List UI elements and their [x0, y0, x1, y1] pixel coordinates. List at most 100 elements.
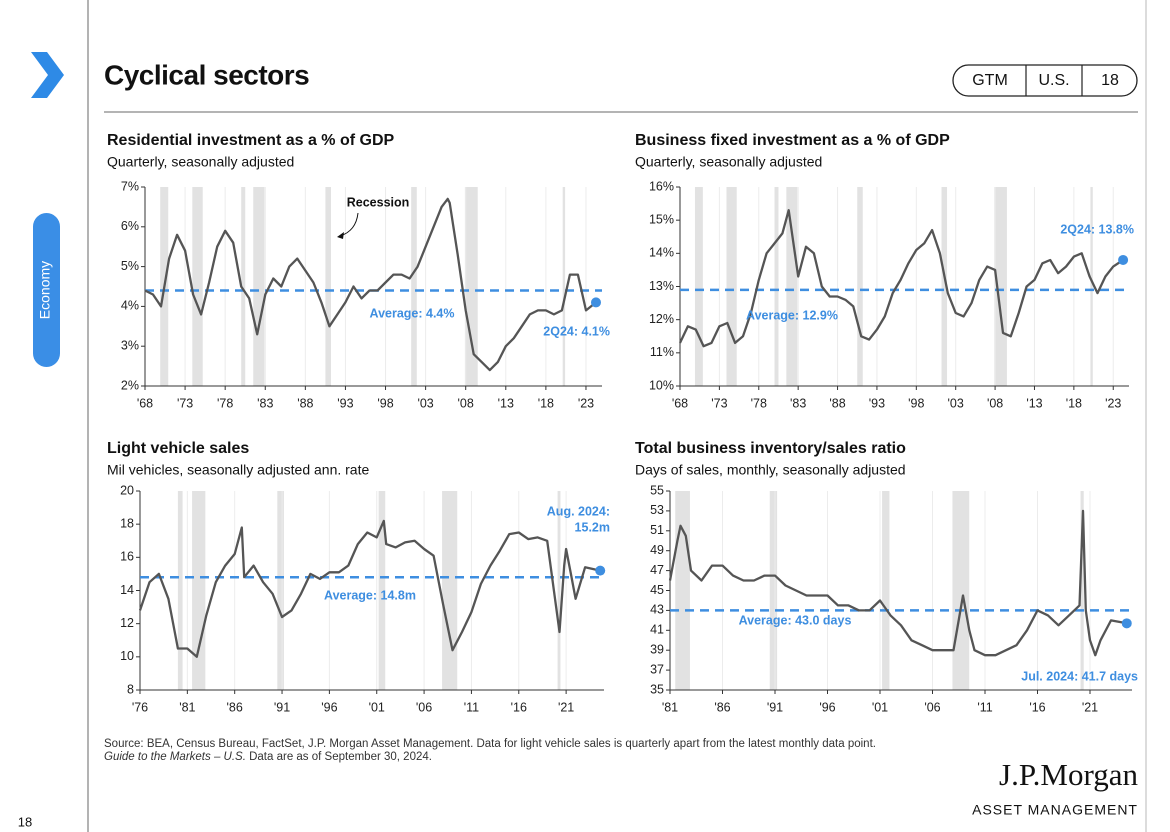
chevron-icon: [31, 52, 64, 98]
x-tick-label: '08: [987, 396, 1003, 410]
x-tick-label: '23: [578, 396, 594, 410]
recession-arrow: [339, 212, 359, 237]
recession-band: [675, 491, 690, 690]
x-tick-label: '93: [869, 396, 885, 410]
recession-band: [882, 491, 890, 690]
badge: 18: [1101, 72, 1119, 89]
x-tick-label: '13: [1026, 396, 1042, 410]
recession-band: [378, 491, 386, 690]
x-tick-label: '96: [321, 700, 337, 714]
series-line: [668, 509, 1128, 657]
x-tick-label: '73: [711, 396, 727, 410]
series-line: [678, 209, 1124, 348]
x-tick-label: '98: [377, 396, 393, 410]
average-label: Average: 12.9%: [746, 308, 838, 322]
chart-subtitle: Days of sales, monthly, seasonally adjus…: [635, 462, 906, 478]
recession-band: [411, 187, 417, 386]
y-tick-label: 7%: [121, 179, 139, 193]
x-tick-label: '93: [337, 396, 353, 410]
chart-subtitle: Mil vehicles, seasonally adjusted ann. r…: [107, 462, 369, 478]
x-tick-label: '76: [132, 700, 148, 714]
chart-title: Light vehicle sales: [107, 440, 249, 457]
recession-band: [952, 491, 970, 690]
x-tick-label: '81: [179, 700, 195, 714]
y-tick-label: 6%: [121, 219, 139, 233]
x-tick-label: '11: [464, 700, 479, 714]
x-tick-label: '83: [790, 396, 806, 410]
x-tick-label: '68: [137, 396, 153, 410]
x-tick-label: '01: [369, 700, 385, 714]
recession-band: [464, 187, 478, 386]
x-tick-label: '21: [558, 700, 574, 714]
latest-label: 15.2m: [575, 520, 610, 534]
recession-band: [562, 187, 566, 386]
recession-band: [769, 491, 778, 690]
x-tick-label: '06: [416, 700, 432, 714]
recession-band: [726, 187, 737, 386]
recession-band: [325, 187, 332, 386]
logo-subtitle: ASSET MANAGEMENT: [972, 802, 1138, 818]
recession-band: [253, 187, 265, 386]
latest-label: 2Q24: 13.8%: [1060, 222, 1134, 236]
x-tick-label: '73: [177, 396, 193, 410]
x-tick-label: '03: [417, 396, 433, 410]
x-tick-label: '01: [872, 700, 888, 714]
y-tick-label: 55: [650, 483, 664, 497]
series-line: [144, 197, 597, 372]
x-tick-label: '78: [217, 396, 233, 410]
recession-band: [694, 187, 703, 386]
guide-name: Guide to the Markets – U.S.: [104, 751, 246, 763]
y-tick-label: 53: [650, 503, 664, 517]
section-label: Economy: [37, 261, 53, 319]
y-tick-label: 16%: [649, 179, 674, 193]
y-tick-label: 11%: [650, 345, 674, 359]
logo: J.P.Morgan: [999, 757, 1138, 792]
y-tick-label: 10: [120, 649, 134, 663]
y-tick-label: 16: [120, 550, 134, 564]
x-tick-label: '16: [511, 700, 527, 714]
average-label: Average: 43.0 days: [739, 613, 852, 627]
recession-band: [774, 187, 779, 386]
x-tick-label: '06: [924, 700, 940, 714]
latest-label: 2Q24: 4.1%: [543, 324, 610, 338]
page-number: 18: [18, 814, 32, 829]
badge: U.S.: [1038, 72, 1069, 89]
badge-box: [952, 64, 1138, 97]
chart-title: Total business inventory/sales ratio: [635, 440, 906, 457]
y-tick-label: 49: [650, 543, 664, 557]
recession-band: [241, 187, 246, 386]
y-tick-label: 5%: [121, 259, 139, 273]
x-tick-label: '81: [662, 700, 678, 714]
latest-label: Aug. 2024:: [547, 504, 610, 518]
latest-point: [595, 565, 606, 576]
recession-band: [857, 187, 863, 386]
recession-band: [786, 187, 798, 386]
source-note: Source: BEA, Census Bureau, FactSet, J.P…: [104, 738, 876, 750]
x-tick-label: '68: [672, 396, 688, 410]
x-tick-label: '86: [227, 700, 243, 714]
y-tick-label: 35: [650, 682, 664, 696]
y-tick-label: 15%: [649, 212, 674, 226]
y-tick-label: 12: [120, 616, 134, 630]
slide-title: Cyclical sectors: [104, 59, 309, 90]
recession-band: [1080, 491, 1084, 690]
latest-point: [1121, 618, 1132, 629]
x-tick-label: '23: [1105, 396, 1121, 410]
y-tick-label: 51: [650, 523, 664, 537]
chart-title: Residential investment as a % of GDP: [107, 132, 395, 149]
recession-band: [192, 187, 203, 386]
x-tick-label: '88: [829, 396, 845, 410]
x-tick-label: '21: [1082, 700, 1098, 714]
recession-band: [1090, 187, 1093, 386]
y-tick-label: 18: [120, 516, 134, 530]
y-tick-label: 2%: [121, 378, 139, 392]
chart-title: Business fixed investment as a % of GDP: [635, 132, 950, 149]
x-tick-label: '91: [767, 700, 783, 714]
x-tick-label: '13: [498, 396, 514, 410]
x-tick-label: '83: [257, 396, 273, 410]
x-tick-label: '08: [458, 396, 474, 410]
y-tick-label: 37: [650, 662, 664, 676]
x-tick-label: '98: [908, 396, 924, 410]
x-tick-label: '86: [714, 700, 730, 714]
